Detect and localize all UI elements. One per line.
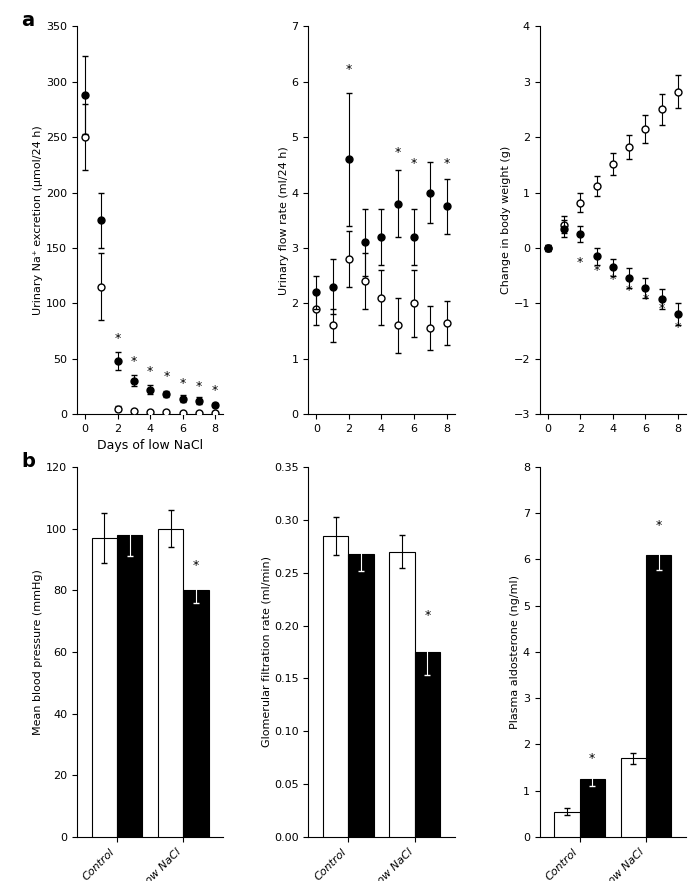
Text: *: * (610, 272, 616, 285)
Text: *: * (395, 146, 401, 159)
Text: *: * (659, 302, 665, 315)
Text: *: * (180, 377, 186, 389)
Bar (580, 779, 605, 837)
Text: *: * (424, 610, 430, 622)
Y-axis label: Glomerular filtration rate (ml/min): Glomerular filtration rate (ml/min) (261, 557, 271, 747)
Y-axis label: Urinary flow rate (ml/24 h): Urinary flow rate (ml/24 h) (279, 146, 288, 294)
Text: *: * (163, 370, 169, 383)
Bar (323, 536, 348, 837)
Bar (117, 535, 142, 837)
Text: *: * (131, 354, 137, 367)
Text: *: * (589, 752, 595, 766)
Text: *: * (577, 256, 583, 269)
Text: *: * (656, 519, 662, 532)
Y-axis label: Urinary Na⁺ excretion (μmol/24 h): Urinary Na⁺ excretion (μmol/24 h) (34, 125, 43, 315)
Text: *: * (196, 380, 202, 393)
Bar (158, 529, 183, 837)
Bar (415, 652, 440, 837)
Text: *: * (642, 293, 648, 306)
Text: b: b (22, 452, 35, 471)
Y-axis label: Change in body weight (g): Change in body weight (g) (500, 146, 510, 294)
Text: *: * (443, 158, 449, 170)
Text: *: * (147, 365, 153, 378)
Text: *: * (193, 559, 199, 572)
Bar (554, 811, 580, 837)
Text: *: * (594, 263, 600, 277)
Text: *: * (346, 63, 352, 77)
Bar (621, 759, 646, 837)
Bar (183, 590, 209, 837)
X-axis label: Days of low NaCl: Days of low NaCl (97, 440, 203, 452)
Bar (348, 553, 374, 837)
Text: *: * (626, 284, 632, 297)
Text: *: * (411, 158, 417, 170)
Bar (389, 552, 415, 837)
Y-axis label: Mean blood pressure (mmHg): Mean blood pressure (mmHg) (34, 569, 43, 735)
Bar (646, 555, 671, 837)
Bar (92, 537, 117, 837)
Text: a: a (22, 11, 34, 30)
Text: *: * (115, 332, 121, 345)
Text: *: * (675, 321, 681, 334)
Text: *: * (212, 384, 218, 397)
Y-axis label: Plasma aldosterone (ng/ml): Plasma aldosterone (ng/ml) (510, 575, 520, 729)
